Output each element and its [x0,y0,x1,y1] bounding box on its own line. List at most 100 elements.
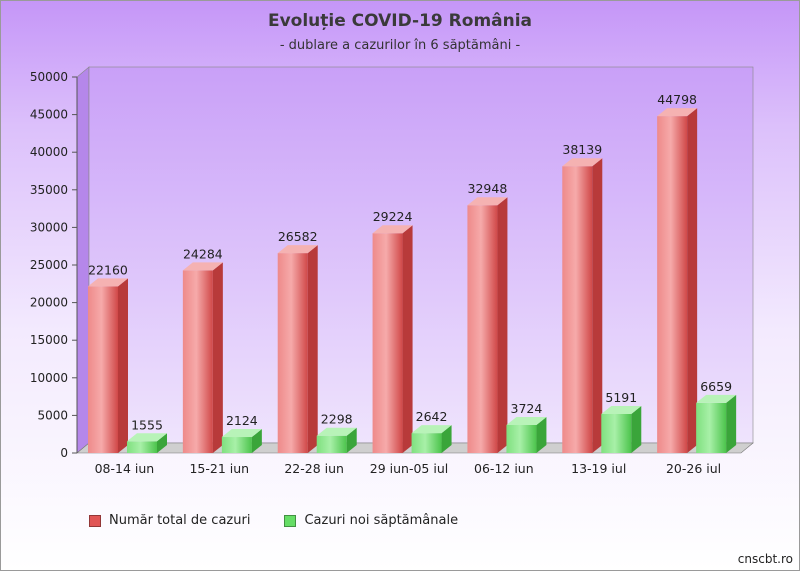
bar-new [127,433,167,453]
x-axis: 08-14 iun 15-21 iun 22-28 iun 29 iun-05 iul… [95,461,722,476]
data-label: 1555 [131,417,163,432]
legend-label-total: Număr total de cazuri [109,513,251,528]
bar-top [467,197,508,206]
bar-front [696,402,727,453]
data-label: 32948 [468,181,508,196]
source-credit: cnscbt.ro [737,552,793,566]
bar-top [221,429,262,438]
bar-side [402,225,413,453]
x-tick-label: 22-28 iun [284,461,344,476]
bar-new [696,394,737,453]
bar-total [88,278,128,453]
data-label: 3724 [511,401,543,416]
bar-total [467,197,508,453]
bar-side [631,405,642,453]
legend-swatch-total [89,514,101,527]
y-tick-label: 5000 [37,408,68,422]
bar-front [506,424,537,453]
legend-item-new: Cazuri noi săptămânale [284,513,458,528]
chart-title: Evoluție COVID-19 România [267,11,533,31]
bar-side [118,278,128,453]
bar-front [277,253,308,453]
bar-top [601,405,642,414]
bar-top [372,225,413,234]
bar-new [411,425,452,453]
bar-front [657,116,688,453]
y-tick-label: 45000 [30,108,68,122]
data-label: 44798 [657,92,697,107]
y-tick-label: 50000 [30,70,68,84]
bar-side [497,197,508,453]
plot-side-wall [76,66,90,454]
bar-new [221,429,262,453]
data-label: 38139 [562,142,602,157]
y-tick-label: 10000 [30,371,68,385]
bar-front [88,286,118,453]
bar-side [592,158,603,454]
bar-side [157,433,167,453]
chart-subtitle: - dublare a cazurilor în 6 săptămâni - [279,38,521,53]
y-axis: 0 5000 10000 15000 20000 25000 30000 35000 40000… [30,70,77,460]
bar-front [467,205,498,453]
data-label: 2298 [321,412,353,427]
bar-side [726,394,737,453]
data-label: 26582 [278,229,318,244]
x-tick-label: 08-14 iun [95,461,155,476]
bar-side [346,427,357,453]
x-tick-label: 06-12 iun [474,461,534,476]
bar-side [687,108,698,453]
bar-top [562,158,603,167]
legend-swatch-new [284,514,297,527]
bar-top [182,262,223,271]
data-label: 2124 [226,413,258,428]
data-label: 2642 [416,409,448,424]
bar-top [316,427,357,436]
data-label: 29224 [373,209,413,224]
bar-side [441,425,452,453]
bar-new [601,405,642,453]
bar-new [316,427,357,453]
bars-layer [88,108,737,454]
bar-total [182,262,223,453]
bar-total [562,158,603,454]
bar-front [182,270,213,453]
x-tick-label: 20-26 iul [666,461,721,476]
x-tick-label: 29 iun-05 iul [370,461,448,476]
bar-side [251,429,262,453]
y-tick-label: 0 [60,446,68,460]
data-label: 24284 [183,246,223,261]
data-label: 5191 [605,390,637,405]
bar-front [127,441,157,453]
bar-front [562,166,593,454]
bar-total [657,108,698,453]
bar-front [411,433,442,453]
x-tick-label: 15-21 iun [189,461,249,476]
bar-front [601,413,632,453]
bar-front [372,233,403,453]
y-tick-label: 25000 [30,258,68,272]
legend-label-new: Cazuri noi săptămânale [304,513,459,528]
bar-top [696,394,737,403]
bar-front [221,437,252,453]
bar-total [372,225,413,453]
y-tick-label: 40000 [30,145,68,159]
legend: Număr total de cazuri Cazuri noi săptămâ… [89,513,458,528]
data-label: 6659 [700,379,732,394]
data-label: 22160 [88,262,128,277]
bar-front [316,435,347,453]
y-tick-label: 30000 [30,220,68,234]
bar-new [506,416,547,453]
data-labels-layer: 22160 1555 24284 2124 26582 2298 29224 2642 3294… [88,92,732,432]
bar-side [307,245,318,453]
y-tick-label: 15000 [30,333,68,347]
bar-top [657,108,698,117]
bar-top [277,245,318,254]
bar-top [506,416,547,425]
bar-total [277,245,318,453]
bar-side [212,262,223,453]
y-tick-label: 20000 [30,296,68,310]
y-tick-label: 35000 [30,183,68,197]
bar-side [536,416,547,453]
